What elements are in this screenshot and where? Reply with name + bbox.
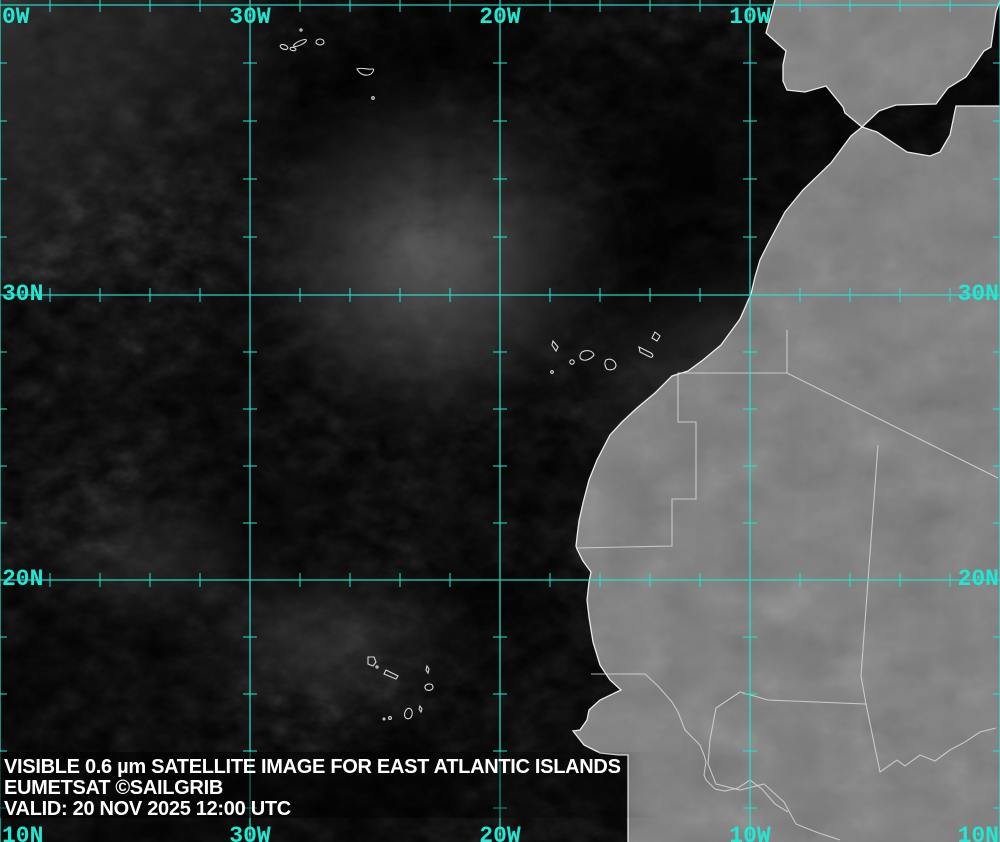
svg-text:30W: 30W: [229, 823, 271, 842]
svg-text:30N: 30N: [2, 281, 43, 307]
svg-text:20N: 20N: [958, 566, 999, 592]
svg-text:20W: 20W: [479, 4, 521, 30]
svg-text:10W: 10W: [729, 4, 771, 30]
svg-text:20W: 20W: [479, 823, 521, 842]
svg-text:VISIBLE 0.6 µm SATELLITE IMAGE: VISIBLE 0.6 µm SATELLITE IMAGE FOR EAST …: [4, 756, 621, 778]
svg-text:10N: 10N: [958, 823, 999, 842]
svg-text:20N: 20N: [2, 566, 43, 592]
svg-text:30W: 30W: [229, 4, 271, 30]
svg-text:10W: 10W: [729, 823, 771, 842]
svg-text:30N: 30N: [958, 281, 999, 307]
svg-text:10N: 10N: [2, 823, 43, 842]
svg-text:EUMETSAT ©SAILGRIB: EUMETSAT ©SAILGRIB: [4, 777, 223, 799]
svg-text:0W: 0W: [2, 4, 30, 30]
svg-text:VALID: 20 NOV 2025 12:00 UTC: VALID: 20 NOV 2025 12:00 UTC: [4, 798, 291, 820]
